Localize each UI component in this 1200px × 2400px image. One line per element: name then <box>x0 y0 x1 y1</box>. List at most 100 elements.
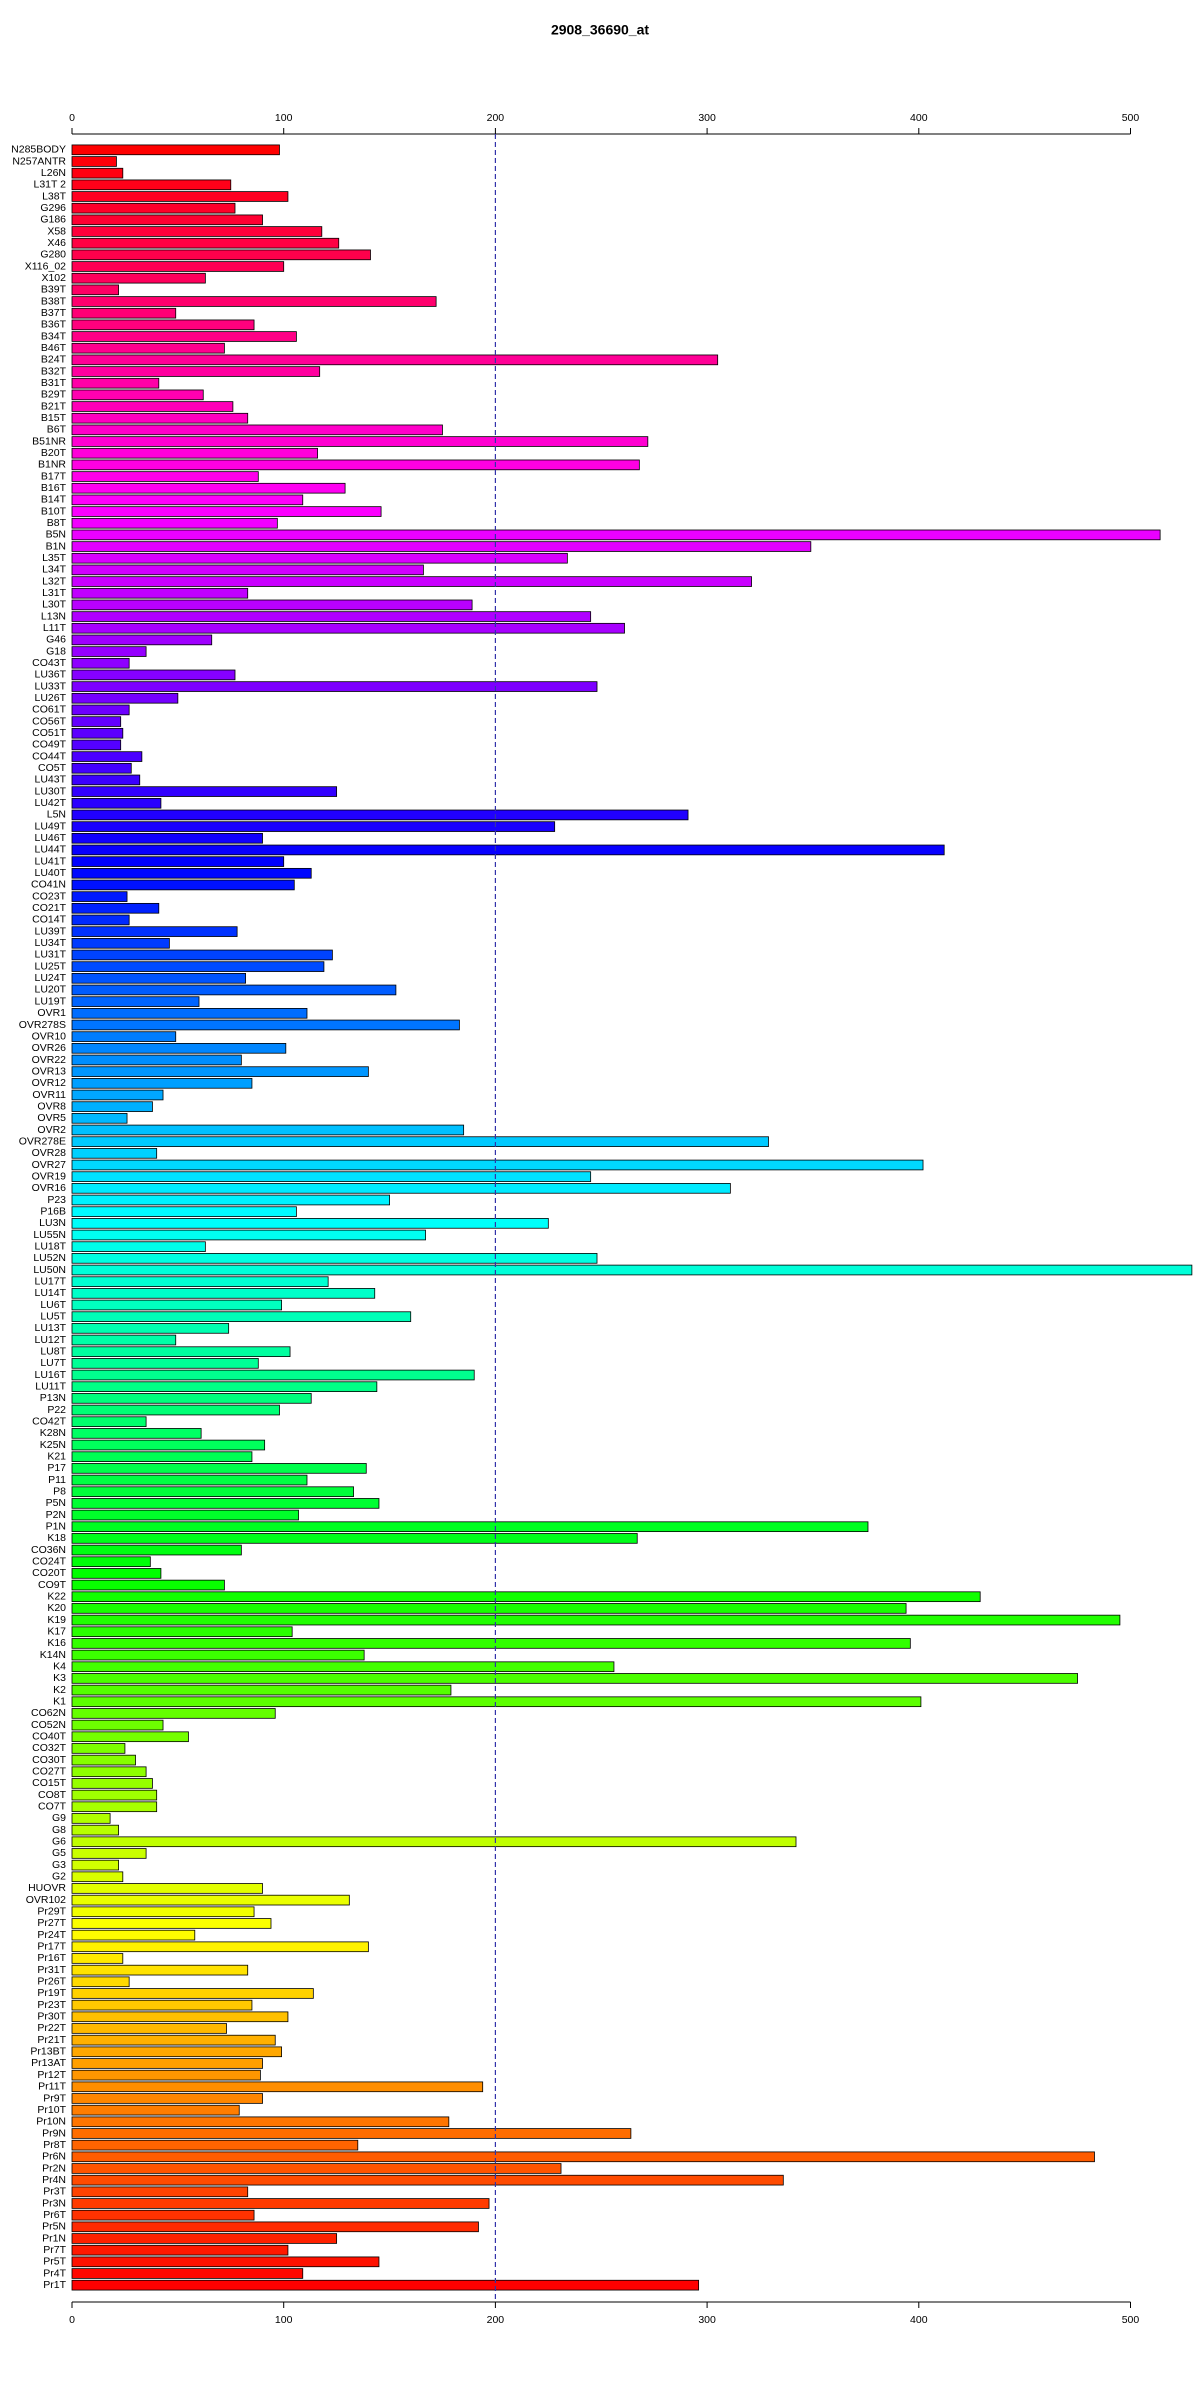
bar <box>71 471 259 482</box>
y-tick-label: K4 <box>53 1661 66 1673</box>
bar <box>71 1708 276 1719</box>
bar <box>71 342 225 354</box>
y-tick-label: K22 <box>47 1591 66 1603</box>
x-tick-label: 300 <box>698 2314 716 2326</box>
y-tick-label: G186 <box>40 214 66 226</box>
y-tick-label: LU44T <box>34 844 66 856</box>
bar <box>71 167 124 179</box>
y-tick-label: L31T <box>42 587 67 599</box>
y-tick-label: OVR28 <box>32 1147 67 1159</box>
y-tick-label: G18 <box>46 645 66 657</box>
y-tick-label: LU8T <box>40 1345 66 1357</box>
bar <box>71 1369 475 1381</box>
y-tick-label: G296 <box>40 202 66 214</box>
y-tick-label: OVR102 <box>26 1894 66 1906</box>
y-tick-label: Pr13BT <box>30 2046 66 2058</box>
x-tick-label: 200 <box>487 112 505 124</box>
x-tick-label: 100 <box>275 112 293 124</box>
bar <box>71 1509 299 1521</box>
y-tick-label: LU36T <box>34 669 66 681</box>
bar <box>71 1999 253 2011</box>
x-tick-label: 500 <box>1122 2314 1140 2326</box>
bar <box>71 1334 177 1346</box>
y-tick-label: P23 <box>47 1194 66 1206</box>
bar <box>71 867 312 879</box>
y-tick-label: CO30T <box>32 1754 66 1766</box>
y-tick-label: K14N <box>40 1649 66 1661</box>
y-tick-label: Pr4T <box>43 2267 66 2279</box>
bar <box>71 1533 638 1544</box>
y-tick-label: L38T <box>42 190 67 202</box>
y-tick-label: CO56T <box>32 715 66 727</box>
y-tick-label: B51NR <box>32 435 66 447</box>
y-tick-label: Pr21T <box>37 2034 66 2046</box>
y-tick-label: Pr31T <box>37 1964 66 1976</box>
bar <box>71 1159 924 1171</box>
bar <box>71 832 263 844</box>
y-tick-label: CO62N <box>31 1707 66 1719</box>
y-tick-label: X102 <box>41 272 66 284</box>
bar <box>71 1591 981 1603</box>
bar <box>71 1136 769 1147</box>
y-tick-label: LU52N <box>33 1252 66 1264</box>
bar <box>71 984 397 996</box>
y-tick-label: B32T <box>41 365 67 377</box>
y-tick-label: N257ANTR <box>12 155 66 167</box>
bar <box>71 459 640 471</box>
y-tick-label: LU13T <box>34 1322 66 1334</box>
bar <box>71 552 568 564</box>
y-tick-label: P2N <box>46 1509 66 1521</box>
bar <box>71 2186 249 2198</box>
bar <box>71 2011 289 2023</box>
y-tick-label: B16T <box>41 482 67 494</box>
y-tick-label: CO5T <box>38 762 67 774</box>
bar <box>71 914 130 926</box>
bar <box>71 1288 376 1299</box>
y-tick-label: L5N <box>47 809 66 821</box>
y-tick-label: LU18T <box>34 1240 66 1252</box>
y-tick-label: LU39T <box>34 925 66 937</box>
y-tick-label: OVR26 <box>32 1042 67 1054</box>
bar <box>71 1859 119 1871</box>
y-tick-label: LU26T <box>34 692 66 704</box>
bar <box>71 1719 164 1731</box>
bar <box>71 1941 369 1953</box>
bar <box>71 482 346 494</box>
y-tick-label: P17 <box>47 1462 66 1474</box>
bar <box>71 389 204 401</box>
bar <box>71 2163 562 2174</box>
bar <box>71 191 289 202</box>
bar <box>71 1883 263 1894</box>
bar <box>71 506 382 517</box>
y-tick-label: CO8T <box>38 1789 67 1801</box>
y-tick-label: B20T <box>41 447 67 459</box>
x-tick-label: 200 <box>487 2314 505 2326</box>
bar <box>71 716 122 727</box>
y-tick-label: B24T <box>41 354 67 366</box>
y-tick-label: CO49T <box>32 739 66 751</box>
y-tick-label: CO27T <box>32 1766 66 1778</box>
bar <box>71 856 285 867</box>
bar <box>71 937 170 949</box>
bar <box>71 2174 784 2186</box>
y-tick-label: LU3N <box>39 1217 66 1229</box>
y-tick-label: K18 <box>47 1532 66 1544</box>
y-tick-label: Pr3T <box>43 2186 66 2198</box>
bar <box>71 1451 253 1463</box>
bar <box>71 249 371 261</box>
y-tick-label: K21 <box>47 1450 66 1462</box>
y-tick-label: LU33T <box>34 680 66 692</box>
bar <box>71 1579 225 1591</box>
bar <box>71 272 206 284</box>
y-tick-label: K25N <box>40 1439 66 1451</box>
bar <box>71 1206 297 1217</box>
y-tick-label: CO61T <box>32 704 66 716</box>
bar <box>71 1848 147 1859</box>
bar <box>71 1976 130 1988</box>
y-tick-label: Pr23T <box>37 1999 66 2011</box>
bar <box>71 1066 369 1077</box>
bar <box>71 961 325 972</box>
bar <box>71 1696 922 1708</box>
y-tick-label: B46T <box>41 342 67 354</box>
y-tick-label: OVR19 <box>32 1170 67 1182</box>
